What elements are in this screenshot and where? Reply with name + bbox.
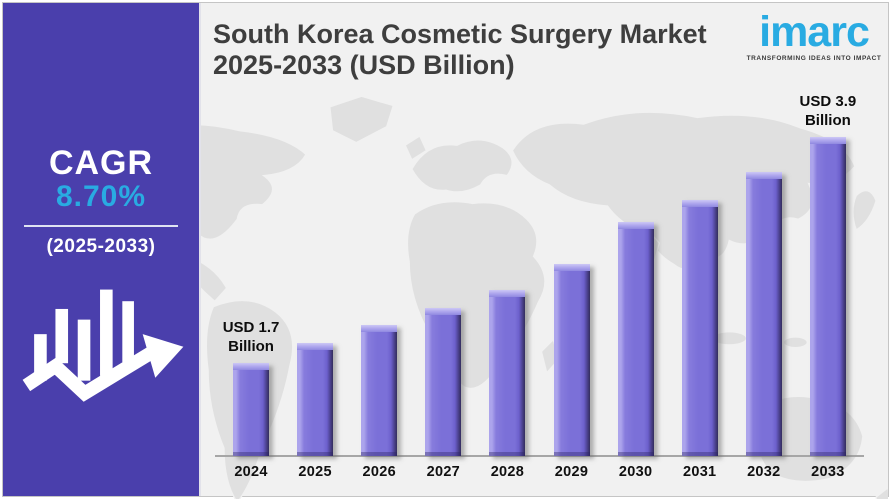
bar-chart-columns: USD 1.7 Billion 2024 2025 2026 2027 2028 2029 20… xyxy=(219,91,860,480)
chart-title-line1: South Korea Cosmetic Surgery Market xyxy=(213,19,707,49)
x-tick-label-2028: 2028 xyxy=(490,464,525,480)
value-annotation-2024: USD 1.7 Billion xyxy=(222,319,280,355)
growth-chart-arrow-icon xyxy=(22,289,184,402)
sidebar-divider xyxy=(24,225,178,227)
value-annotation-2033: USD 3.9 Billion xyxy=(799,93,857,129)
bar-2030 xyxy=(617,222,654,456)
bar-column-2025: 2025 xyxy=(283,91,347,480)
bar-column-2028: 2028 xyxy=(475,91,539,480)
bar-2033 xyxy=(809,137,846,456)
cagr-period: (2025-2033) xyxy=(46,236,156,257)
x-tick-label-2030: 2030 xyxy=(618,464,653,480)
imarc-tagline: TRANSFORMING IDEAS INTO IMPACT xyxy=(746,55,882,62)
x-tick-label-2026: 2026 xyxy=(362,464,396,480)
x-tick-label-2029: 2029 xyxy=(554,464,589,480)
bar-column-2032: 2032 xyxy=(732,91,796,480)
imarc-logo: imarc TRANSFORMING IDEAS INTO IMPACT xyxy=(746,8,882,63)
bar-column-2030: 2030 xyxy=(604,91,668,480)
bar-2025 xyxy=(297,343,334,456)
bar-2026 xyxy=(361,325,398,456)
bar-column-2024: USD 1.7 Billion 2024 xyxy=(219,91,283,480)
x-tick-label-2024: 2024 xyxy=(234,464,268,480)
bar-2031 xyxy=(681,200,718,456)
bar-column-2031: 2031 xyxy=(668,91,732,480)
x-tick-label-2031: 2031 xyxy=(682,464,717,480)
bar-column-2026: 2026 xyxy=(347,91,411,480)
imarc-wordmark: imarc xyxy=(759,8,870,56)
x-tick-label-2027: 2027 xyxy=(426,464,461,480)
bar-2027 xyxy=(425,308,462,456)
bar-2029 xyxy=(553,264,590,456)
cagr-sidebar: CAGR 8.70% (2025-2033) xyxy=(3,3,201,496)
x-axis-line xyxy=(215,455,864,457)
x-tick-label-2033: 2033 xyxy=(811,464,845,480)
chart-title: South Korea Cosmetic Surgery Market 2025… xyxy=(213,19,707,81)
cagr-value: 8.70% xyxy=(55,180,147,213)
x-tick-label-2032: 2032 xyxy=(747,464,781,480)
bar-column-2029: 2029 xyxy=(539,91,603,480)
chart-title-line2: 2025-2033 (USD Billion) xyxy=(213,50,515,80)
bar-2032 xyxy=(745,172,782,456)
x-tick-label-2025: 2025 xyxy=(298,464,332,480)
bar-column-2033: USD 3.9 Billion 2033 xyxy=(796,91,860,480)
bar-chart: USD 1.7 Billion 2024 2025 2026 2027 2028 2029 20… xyxy=(215,91,864,480)
cagr-label: CAGR xyxy=(48,144,154,182)
bar-2024 xyxy=(233,363,270,456)
bar-2028 xyxy=(489,290,526,456)
bar-column-2027: 2027 xyxy=(411,91,475,480)
